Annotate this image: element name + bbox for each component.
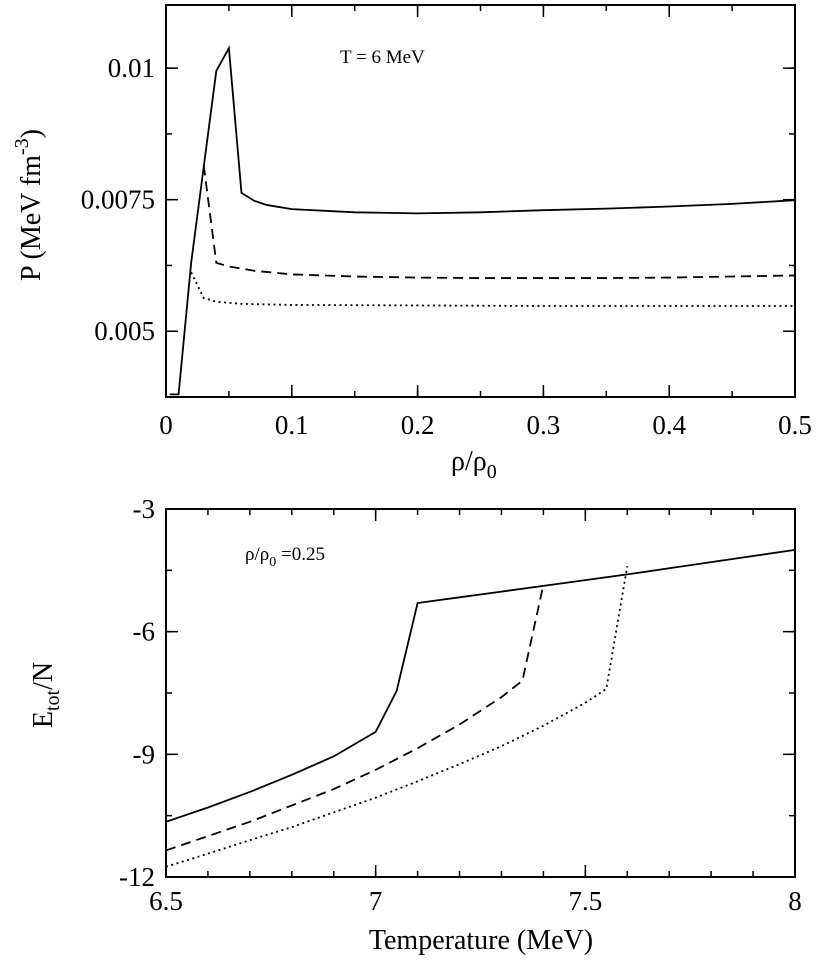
series-dashed-line — [166, 584, 545, 852]
y-tick-label: 0.01 — [108, 53, 155, 83]
series-group — [169, 45, 795, 396]
x-tick-label: 0.1 — [275, 410, 309, 440]
x-axis-label: Temperature (MeV) — [369, 925, 593, 956]
x-axis-label: ρ/ρ0 — [451, 446, 497, 483]
series-solid-line — [169, 45, 795, 396]
x-tick-label: 0.3 — [527, 410, 561, 440]
y-tick-label: 0.0075 — [81, 185, 155, 215]
density-annotation: ρ/ρ0 =0.25 — [245, 544, 325, 570]
y-tick-label: -6 — [133, 617, 156, 647]
plot-frame — [165, 4, 796, 398]
x-tick-label: 0 — [159, 410, 173, 440]
y-tick-label: -3 — [133, 494, 156, 524]
x-tick-label: 7 — [369, 886, 383, 916]
temperature-annotation: T = 6 MeV — [340, 47, 425, 68]
pressure-panel: 0 0.1 0.2 0.3 0.4 0.5 0.005 0.0075 0.01 T = 6 MeV… — [11, 4, 812, 483]
x-tick-label: 0.2 — [401, 410, 435, 440]
y-tick-label: 0.005 — [94, 316, 155, 346]
series-dotted-line — [190, 271, 795, 307]
x-tick-label: 6.5 — [149, 886, 183, 916]
x-tick-label: 7.5 — [568, 886, 602, 916]
series-dotted-line — [166, 566, 629, 868]
x-tick-label: 0.5 — [778, 410, 812, 440]
series-group — [166, 548, 795, 868]
series-dashed-line — [202, 165, 795, 279]
y-tick-label: -9 — [133, 739, 156, 769]
y-axis-label: P (MeV fm-3) — [11, 129, 47, 281]
energy-panel: 6.5 7 7.5 8 -12 -9 -6 -3 ρ/ρ0 =0.25 Temperature (… — [28, 494, 802, 956]
y-axis-label: Etot/N — [28, 662, 64, 728]
x-tick-label: 8 — [788, 886, 802, 916]
y-tick-label: -12 — [119, 862, 155, 892]
x-tick-label: 0.4 — [652, 410, 686, 440]
series-solid-line — [166, 548, 795, 823]
